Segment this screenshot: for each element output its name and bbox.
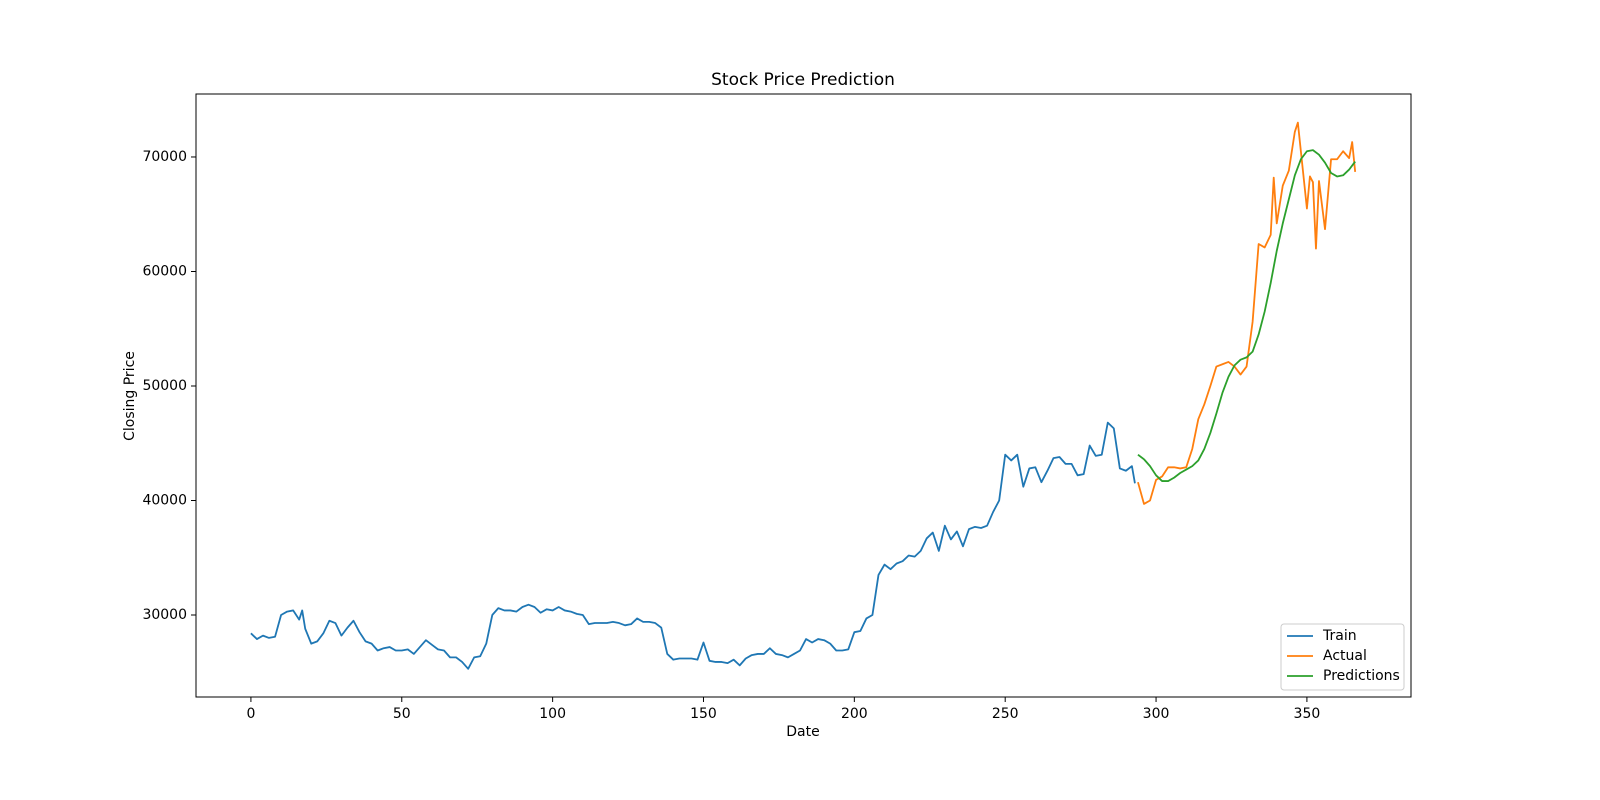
x-axis-label: Date	[786, 724, 819, 740]
legend-label: Train	[1322, 628, 1357, 644]
legend: Train Actual Predictions	[1280, 623, 1405, 691]
x-tick-label: 100	[539, 706, 566, 722]
legend-frame	[1280, 623, 1405, 691]
legend-label: Predictions	[1323, 668, 1400, 684]
plot-frame	[195, 93, 1412, 698]
y-tick-label: 50000	[142, 378, 187, 394]
series-line	[1137, 121, 1357, 505]
y-tick-label: 60000	[142, 263, 187, 279]
chart-title: Stock Price Prediction	[711, 70, 895, 90]
series-line	[1137, 149, 1356, 482]
y-tick-label: 40000	[142, 493, 187, 509]
x-tick-label: 300	[1143, 706, 1170, 722]
y-tick-label: 30000	[142, 607, 187, 623]
x-tick-label: 200	[841, 706, 868, 722]
x-tick-label: 350	[1294, 706, 1321, 722]
y-tick-label: 70000	[142, 149, 187, 165]
y-axis-label: Closing Price	[122, 351, 138, 441]
x-tick-label: 0	[246, 706, 255, 722]
x-tick-label: 50	[393, 706, 411, 722]
x-tick-label: 150	[690, 706, 717, 722]
legend-label: Actual	[1323, 648, 1367, 664]
series-line	[250, 421, 1136, 670]
x-tick-label: 250	[992, 706, 1019, 722]
